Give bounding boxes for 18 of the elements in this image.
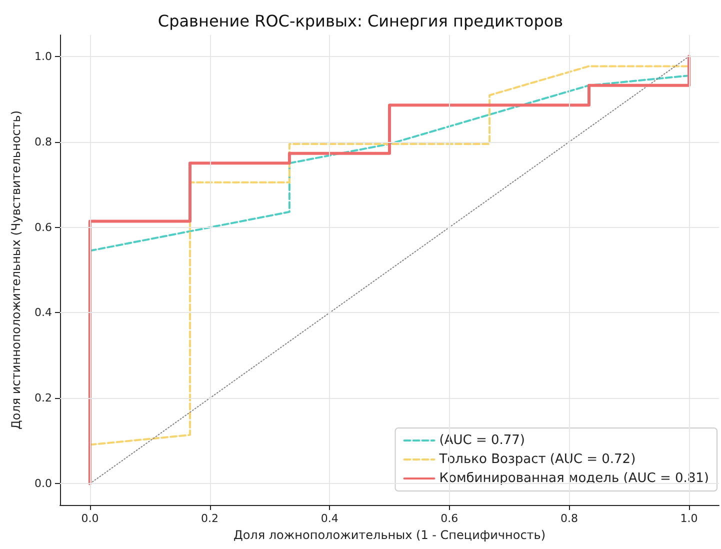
y-axis-title: Доля истинноположительных (Чувствительность) [9, 110, 23, 430]
legend-label: (AUC = 0.77) [439, 433, 525, 448]
x-tick-label: 0.8 [560, 512, 578, 525]
x-tick-label: 0.2 [201, 512, 219, 525]
y-tick-label: 0.4 [34, 306, 52, 320]
x-tick-label: 0.0 [81, 512, 99, 525]
x-tick-label: 0.4 [320, 512, 338, 525]
x-tick-label: 0.6 [440, 512, 458, 525]
x-axis-title: Доля ложноположительных (1 - Специфичность) [233, 528, 546, 542]
line-series [88, 74, 690, 252]
legend-label: Только Возраст (AUC = 0.72) [438, 452, 636, 467]
chart-title: Сравнение ROC-кривых: Синергия предикторов [158, 12, 564, 30]
y-tick-label: 1.0 [34, 50, 52, 63]
y-tick-label: 0.2 [34, 392, 52, 405]
y-tick-label: 0.6 [34, 220, 52, 234]
x-tick-label: 1.0 [680, 512, 698, 525]
y-tick-label: 0.8 [34, 135, 52, 148]
y-tick-label: 0.0 [34, 477, 52, 490]
